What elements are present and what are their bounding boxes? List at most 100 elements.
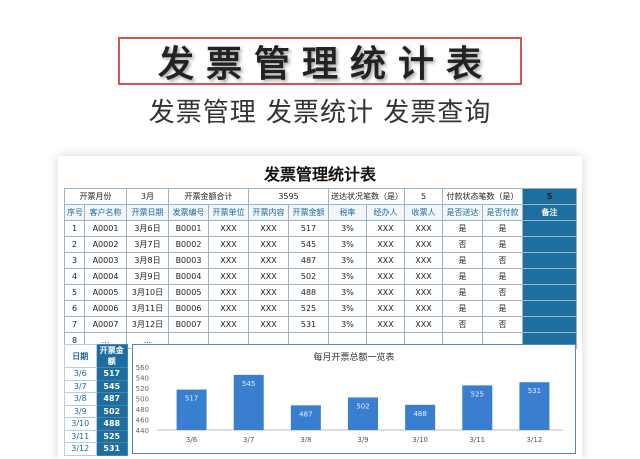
mini-amount-cell[interactable]: 531 xyxy=(95,442,128,456)
mini-date-cell[interactable]: 3/10 xyxy=(64,417,97,431)
table-cell[interactable]: XXX xyxy=(366,284,406,301)
mini-column-header[interactable]: 日期 xyxy=(64,344,97,368)
table-cell[interactable]: 525 xyxy=(287,300,330,317)
table-cell[interactable]: 3% xyxy=(328,284,368,301)
table-cell[interactable]: XXX xyxy=(366,220,406,237)
column-header[interactable]: 经办人 xyxy=(366,204,406,221)
table-cell[interactable]: 488 xyxy=(287,284,330,301)
table-cell[interactable]: XXX xyxy=(248,236,289,253)
remarks-cell[interactable] xyxy=(522,284,578,301)
table-cell[interactable]: 是 xyxy=(442,284,484,301)
table-cell[interactable]: 3月7日 xyxy=(126,236,169,253)
table-cell[interactable]: 3月9日 xyxy=(126,268,169,285)
table-cell[interactable]: XXX xyxy=(208,316,249,333)
mini-date-cell[interactable]: 3/7 xyxy=(64,379,97,393)
month-value[interactable]: 3月 xyxy=(126,188,169,205)
amount-value[interactable]: 3595 xyxy=(247,188,330,205)
row-index[interactable]: 7 xyxy=(64,316,85,333)
column-header[interactable]: 是否付款 xyxy=(482,204,524,221)
bar-3-9[interactable] xyxy=(348,397,378,430)
table-cell[interactable]: A0002 xyxy=(84,236,127,253)
remarks-cell[interactable] xyxy=(522,300,578,317)
table-cell[interactable]: XXX xyxy=(366,268,406,285)
table-cell[interactable]: XXX xyxy=(404,300,444,317)
column-header[interactable]: 收票人 xyxy=(404,204,444,221)
row-index[interactable]: 3 xyxy=(64,252,85,269)
table-cell[interactable]: 是 xyxy=(442,252,484,269)
table-cell[interactable]: 是 xyxy=(482,268,524,285)
mini-date-cell[interactable]: 3/11 xyxy=(64,429,97,443)
table-cell[interactable]: XXX xyxy=(208,220,249,237)
table-cell[interactable]: A0003 xyxy=(84,252,127,269)
table-cell[interactable]: XXX xyxy=(208,236,249,253)
table-cell[interactable]: 否 xyxy=(482,252,524,269)
column-header[interactable]: 开票金额 xyxy=(287,204,330,221)
table-cell[interactable]: 531 xyxy=(287,316,330,333)
table-cell[interactable]: XXX xyxy=(208,284,249,301)
table-cell[interactable]: 否 xyxy=(482,284,524,301)
table-cell[interactable]: XXX xyxy=(404,236,444,253)
row-index[interactable]: 5 xyxy=(64,284,85,301)
table-cell[interactable]: XXX xyxy=(404,284,444,301)
table-cell[interactable]: XXX xyxy=(248,220,289,237)
table-cell[interactable]: B0003 xyxy=(168,252,209,269)
remarks-cell[interactable] xyxy=(522,252,578,269)
remarks-header[interactable]: 备注 xyxy=(522,204,578,221)
column-header[interactable]: 序号 xyxy=(64,204,85,221)
table-cell[interactable]: 是 xyxy=(482,220,524,237)
row-index[interactable]: 6 xyxy=(64,300,85,317)
table-cell[interactable]: A0006 xyxy=(84,300,127,317)
row-index[interactable]: 2 xyxy=(64,236,85,253)
paid-value[interactable]: 5 xyxy=(522,188,578,205)
table-cell[interactable]: XXX xyxy=(366,252,406,269)
table-cell[interactable]: 502 xyxy=(287,268,330,285)
table-cell[interactable]: 否 xyxy=(482,316,524,333)
table-cell[interactable]: 是 xyxy=(482,300,524,317)
delivered-value[interactable]: 5 xyxy=(404,188,444,205)
table-cell[interactable]: XXX xyxy=(208,252,249,269)
mini-amount-cell[interactable]: 525 xyxy=(95,429,128,443)
table-cell[interactable]: XXX xyxy=(248,316,289,333)
table-cell[interactable]: B0005 xyxy=(168,284,209,301)
table-cell[interactable]: XXX xyxy=(366,316,406,333)
table-cell[interactable]: A0001 xyxy=(84,220,127,237)
table-cell[interactable]: A0005 xyxy=(84,284,127,301)
table-cell[interactable]: 3% xyxy=(328,316,368,333)
column-header[interactable]: 是否送达 xyxy=(442,204,484,221)
table-cell[interactable]: 517 xyxy=(287,220,330,237)
table-cell[interactable]: XXX xyxy=(248,300,289,317)
table-cell[interactable]: 否 xyxy=(442,316,484,333)
column-header[interactable]: 税率 xyxy=(328,204,368,221)
table-cell[interactable]: XXX xyxy=(404,316,444,333)
remarks-cell[interactable] xyxy=(522,316,578,333)
table-cell[interactable]: 否 xyxy=(442,236,484,253)
table-cell[interactable]: 是 xyxy=(442,300,484,317)
table-cell[interactable]: XXX xyxy=(366,236,406,253)
bar-3-12[interactable] xyxy=(519,382,550,430)
table-cell[interactable]: 3月8日 xyxy=(126,252,169,269)
mini-date-cell[interactable]: 3/6 xyxy=(64,367,97,381)
mini-amount-cell[interactable]: 488 xyxy=(95,417,128,431)
mini-amount-cell[interactable]: 545 xyxy=(95,379,128,393)
remarks-cell[interactable] xyxy=(522,236,578,253)
column-header[interactable]: 客户名称 xyxy=(84,204,127,221)
mini-amount-cell[interactable]: 487 xyxy=(95,392,128,406)
remarks-cell[interactable] xyxy=(522,268,578,285)
table-cell[interactable]: 是 xyxy=(442,220,484,237)
table-cell[interactable]: B0001 xyxy=(168,220,209,237)
table-cell[interactable]: XXX xyxy=(404,268,444,285)
table-cell[interactable]: A0007 xyxy=(84,316,127,333)
table-cell[interactable]: XXX xyxy=(208,268,249,285)
table-cell[interactable]: XXX xyxy=(366,300,406,317)
table-cell[interactable]: XXX xyxy=(208,300,249,317)
table-cell[interactable]: XXX xyxy=(248,252,289,269)
row-index[interactable]: 1 xyxy=(64,220,85,237)
mini-amount-cell[interactable]: 502 xyxy=(95,404,128,418)
table-cell[interactable]: 是 xyxy=(482,236,524,253)
row-index[interactable]: 4 xyxy=(64,268,85,285)
mini-date-cell[interactable]: 3/9 xyxy=(64,404,97,418)
bar-3-11[interactable] xyxy=(462,385,493,430)
remarks-cell[interactable] xyxy=(522,220,578,237)
mini-date-cell[interactable]: 3/8 xyxy=(64,392,97,406)
bar-3-8[interactable] xyxy=(290,405,321,430)
